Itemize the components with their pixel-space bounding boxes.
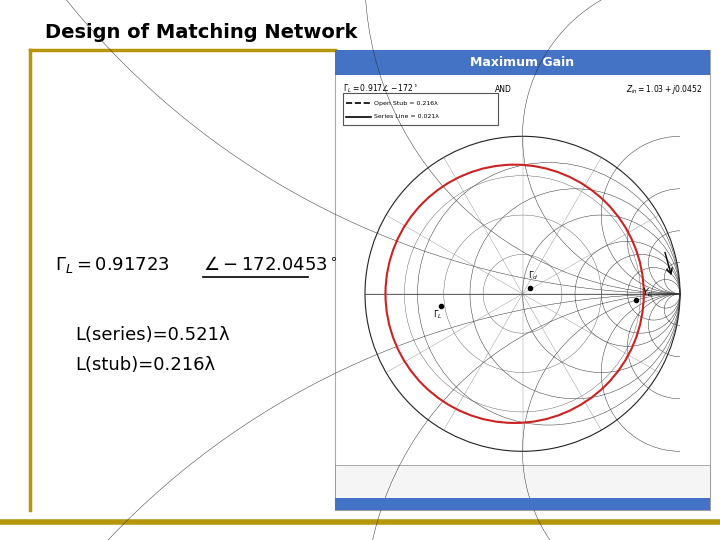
- Text: $\Gamma_d$: $\Gamma_d$: [528, 269, 539, 282]
- Bar: [335, 50, 710, 75]
- Text: $\angle -172.0453^\circ$: $\angle -172.0453^\circ$: [203, 256, 338, 274]
- Text: AND: AND: [495, 84, 512, 93]
- Bar: [335, 498, 710, 510]
- Bar: [343, 93, 498, 125]
- Text: Open Stub = 0.216λ: Open Stub = 0.216λ: [374, 100, 438, 105]
- Text: Series Line = 0.021λ: Series Line = 0.021λ: [374, 114, 439, 119]
- Text: Maximum Gain: Maximum Gain: [470, 56, 575, 69]
- Text: $\Gamma_L = 0.91723$: $\Gamma_L = 0.91723$: [55, 255, 170, 275]
- Text: L(stub)=0.216λ: L(stub)=0.216λ: [75, 356, 215, 374]
- Bar: [335, 465, 710, 510]
- Text: $Z_{in}=1.03+j0.0452$: $Z_{in}=1.03+j0.0452$: [626, 83, 702, 96]
- Text: $Y_L$: $Y_L$: [642, 286, 652, 299]
- Text: L(series)=0.521λ: L(series)=0.521λ: [75, 326, 230, 344]
- Bar: [335, 50, 710, 510]
- Text: $\Gamma_L$: $\Gamma_L$: [433, 308, 442, 321]
- Text: Design of Matching Network: Design of Matching Network: [45, 23, 357, 42]
- Text: $\Gamma_L = 0.917\angle - 172^\circ$: $\Gamma_L = 0.917\angle - 172^\circ$: [343, 83, 418, 95]
